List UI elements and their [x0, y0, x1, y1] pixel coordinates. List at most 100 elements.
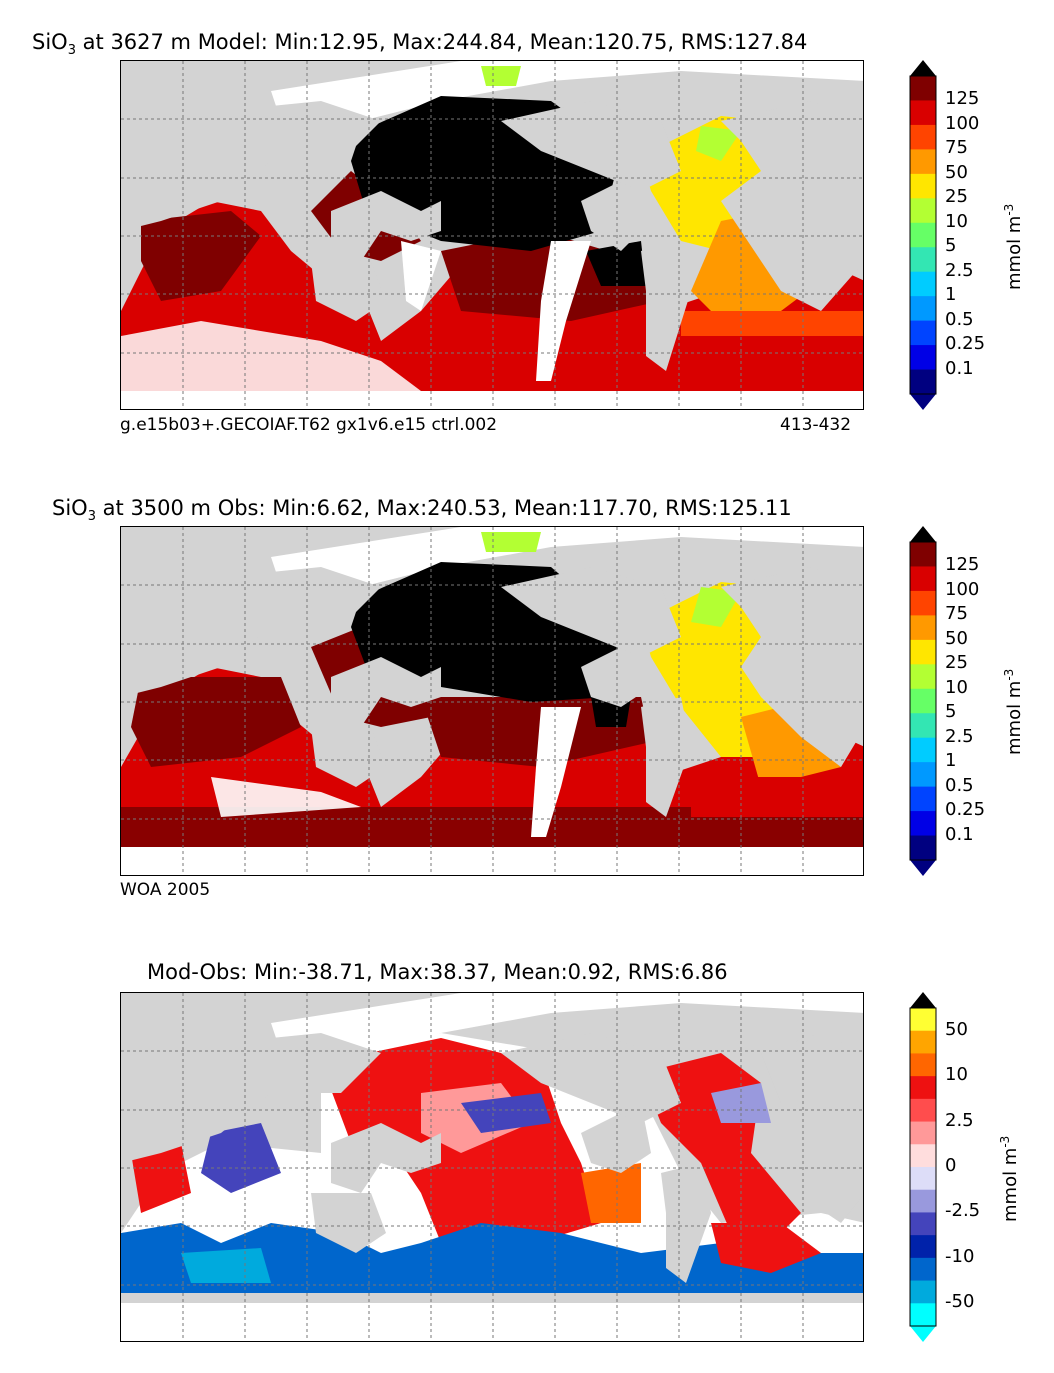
colorbar-swatch	[910, 271, 936, 297]
colorbar-swatch	[910, 590, 936, 616]
colorbar-swatch	[910, 1280, 936, 1304]
panel2-unit-sup: -3	[1002, 668, 1016, 681]
colorbar-swatch	[910, 76, 936, 101]
panel3-title: Mod-Obs: Min:-38.71, Max:38.37, Mean:0.9…	[147, 960, 728, 984]
colorbar-tick-label: 100	[945, 578, 980, 600]
colorbar-swatch	[910, 345, 936, 371]
colorbar-tick-label: 0.5	[945, 308, 974, 330]
colorbar-swatch	[910, 296, 936, 322]
colorbar-swatch	[910, 1212, 936, 1236]
colorbar-tick-label: 5	[945, 235, 957, 257]
panel2-title-pre: SiO	[52, 496, 88, 520]
panel1-title-post: at 3627 m Model: Min:12.95, Max:244.84, …	[75, 30, 808, 54]
colorbar-swatch	[910, 198, 936, 224]
colorbar-extend-bottom	[910, 860, 936, 876]
panel1-title-sub: 3	[67, 43, 76, 59]
colorbar-tick-label: 0.25	[945, 799, 986, 821]
colorbar-swatch	[910, 786, 936, 812]
colorbar-tick-label: 1	[945, 750, 957, 772]
panel1-title: SiO3 at 3627 m Model: Min:12.95, Max:244…	[32, 30, 807, 58]
colorbar-tick-label: 0.1	[945, 823, 974, 845]
colorbar-extend-top	[910, 992, 936, 1008]
colorbar-tick-label: 125	[945, 554, 980, 576]
colorbar-outline	[909, 1007, 937, 1327]
colorbar-swatch	[910, 1076, 936, 1100]
colorbar-tick-label: 125	[945, 88, 980, 110]
panel2-map-svg	[121, 527, 863, 875]
panel1-map	[120, 60, 864, 410]
colorbar-tick-label: 25	[945, 652, 968, 674]
colorbar-swatch	[910, 1121, 936, 1145]
panel1-caption-right: 413-432	[780, 415, 852, 435]
colorbar-tick-label: 0	[945, 1155, 957, 1176]
panel1-colorbar	[909, 60, 937, 410]
colorbar-swatch	[910, 222, 936, 248]
colorbar-extend-top	[910, 526, 936, 542]
land-eurasia	[121, 101, 381, 231]
colorbar-swatch	[910, 369, 936, 395]
colorbar-tick-label: 2.5	[945, 259, 974, 281]
colorbar-tick-label: 0.1	[945, 357, 974, 379]
colorbar-swatch	[910, 688, 936, 714]
colorbar-tick-label: 75	[945, 603, 968, 625]
colorbar-tick-label: 0.5	[945, 774, 974, 796]
panel3-unit-sup: -3	[998, 1135, 1012, 1148]
panel2-map	[120, 526, 864, 876]
colorbar-swatch	[910, 1235, 936, 1259]
colorbar-swatch	[910, 100, 936, 126]
panel2-colorbar-svg	[909, 526, 937, 876]
colorbar-swatch	[910, 1257, 936, 1282]
colorbar-swatch	[910, 1144, 936, 1168]
colorbar-tick-label: 50	[945, 627, 968, 649]
colorbar-tick-label: 50	[945, 161, 968, 183]
panel1-caption-left: g.e15b03+.GECOIAF.T62 gx1v6.e15 ctrl.002	[120, 415, 498, 435]
colorbar-swatch	[910, 737, 936, 763]
colorbar-swatch	[910, 1098, 936, 1123]
colorbar-swatch	[910, 811, 936, 837]
region-blue	[461, 1093, 551, 1133]
colorbar-swatch	[910, 542, 936, 567]
colorbar-tick-label: 10	[945, 1064, 968, 1086]
colorbar-outline	[909, 541, 937, 861]
colorbar-tick-label: 75	[945, 137, 968, 159]
colorbar-extend-top	[910, 60, 936, 76]
colorbar-swatch	[910, 1053, 936, 1077]
panel1-colorbar-svg	[909, 60, 937, 410]
colorbar-swatch	[910, 566, 936, 592]
panel3-colorbar-svg	[909, 992, 937, 1342]
panel3-colorbar-unit: mmol m-3	[998, 1136, 1021, 1222]
colorbar-swatch	[910, 615, 936, 641]
panel3-colorbar	[909, 992, 937, 1342]
colorbar-tick-label: 25	[945, 186, 968, 208]
panel2-title: SiO3 at 3500 m Obs: Min:6.62, Max:240.53…	[52, 496, 792, 524]
panel1-title-pre: SiO	[32, 30, 68, 54]
colorbar-outline	[909, 75, 937, 395]
panel1-colorbar-unit: mmol m-3	[1002, 204, 1025, 290]
panel3-map	[120, 992, 864, 1342]
colorbar-tick-label: 1	[945, 284, 957, 306]
colorbar-swatch	[910, 173, 936, 199]
colorbar-swatch	[910, 762, 936, 788]
colorbar-swatch	[910, 149, 936, 175]
colorbar-tick-label: 50	[945, 1018, 968, 1040]
colorbar-swatch	[910, 1008, 936, 1032]
colorbar-swatch	[910, 320, 936, 346]
panel1-unit-text: mmol m	[1004, 215, 1025, 290]
colorbar-tick-label: 10	[945, 210, 968, 232]
panel2-colorbar-unit: mmol m-3	[1002, 669, 1025, 755]
colorbar-swatch	[910, 1303, 936, 1327]
colorbar-swatch	[910, 639, 936, 665]
colorbar-swatch	[910, 835, 936, 861]
land-australia	[311, 261, 386, 321]
colorbar-swatch	[910, 1167, 936, 1191]
panel1-unit-sup: -3	[1002, 203, 1016, 216]
colorbar-swatch	[910, 247, 936, 273]
colorbar-tick-label: -10	[945, 1245, 975, 1267]
colorbar-swatch	[910, 1030, 936, 1054]
land-north-america	[501, 101, 681, 191]
colorbar-tick-label: 2.5	[945, 725, 974, 747]
panel2-title-sub: 3	[87, 509, 96, 525]
panel2-caption-left: WOA 2005	[120, 880, 211, 900]
panel3-unit-text: mmol m	[1000, 1147, 1021, 1222]
panel2-colorbar	[909, 526, 937, 876]
